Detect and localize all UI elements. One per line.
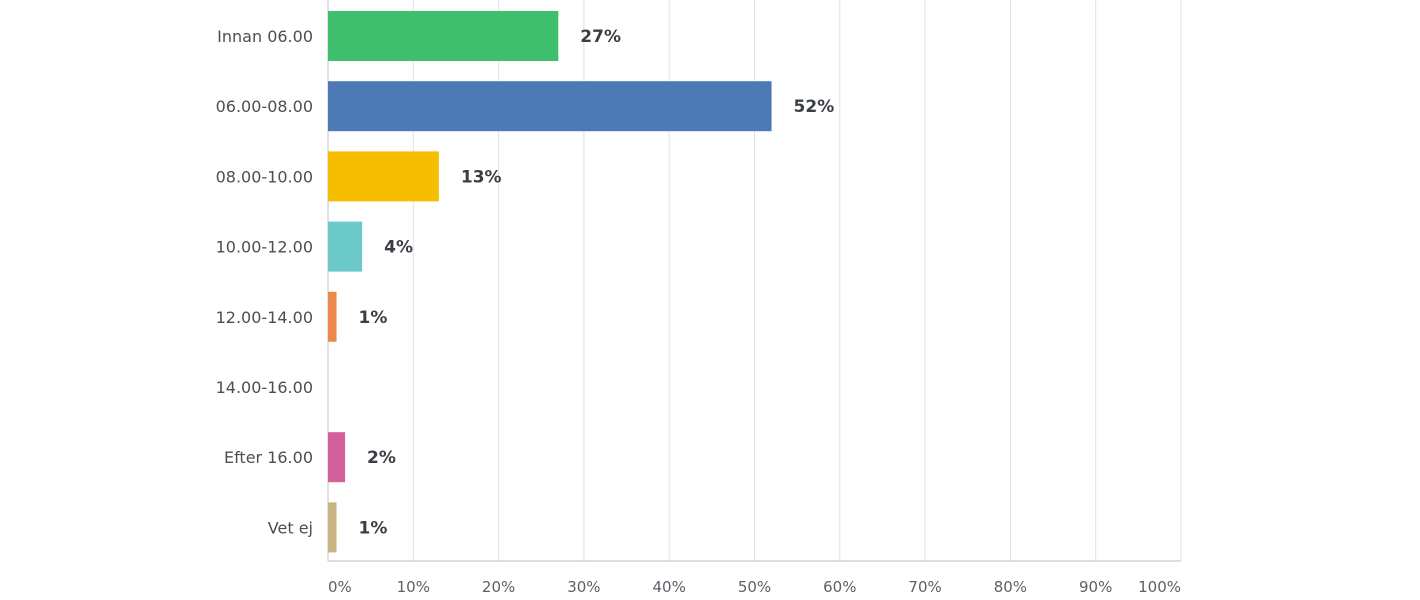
bar-7 <box>328 502 337 553</box>
value-label: 52% <box>794 97 835 117</box>
value-label: 27% <box>580 27 621 47</box>
category-label: Vet ej <box>268 518 313 537</box>
bar-0 <box>328 11 559 61</box>
bar-1 <box>328 81 772 132</box>
value-label: 2% <box>367 448 396 468</box>
category-label: 12.00-14.00 <box>216 308 313 327</box>
value-label: 1% <box>359 518 388 538</box>
value-label: 1% <box>359 308 388 328</box>
x-tick-label: 70% <box>908 578 941 596</box>
x-tick-label: 90% <box>1079 578 1112 596</box>
x-tick-label: 30% <box>567 578 600 596</box>
category-label: 14.00-16.00 <box>216 378 313 397</box>
x-tick-label: 0% <box>328 578 352 596</box>
category-labels: Innan 06.00 06.00-08.00 08.00-10.00 10.00-1… <box>216 27 313 537</box>
bars <box>328 11 772 553</box>
category-label: 08.00-10.00 <box>216 167 313 186</box>
bar-6 <box>328 432 346 483</box>
category-label: Innan 06.00 <box>217 27 313 46</box>
x-tick-label: 100% <box>1138 578 1181 596</box>
category-label: 06.00-08.00 <box>216 97 313 116</box>
category-label: Efter 16.00 <box>224 448 313 467</box>
value-labels: 27% 52% 13% 4% 1% 2% 1% <box>359 27 835 538</box>
x-tick-label: 60% <box>823 578 856 596</box>
category-label: 10.00-12.00 <box>216 238 313 257</box>
x-tick-label: 10% <box>397 578 430 596</box>
x-tick-label: 20% <box>482 578 515 596</box>
bar-4 <box>328 291 337 342</box>
bar-3 <box>328 221 363 272</box>
value-label: 13% <box>461 167 502 187</box>
value-label: 4% <box>384 238 413 258</box>
x-tick-labels: 0% 10% 20% 30% 40% 50% 60% 70% 80% 90% 100% <box>328 578 1181 596</box>
x-tick-label: 50% <box>738 578 771 596</box>
bar-2 <box>328 151 439 202</box>
x-tick-label: 80% <box>994 578 1027 596</box>
x-tick-label: 40% <box>653 578 686 596</box>
